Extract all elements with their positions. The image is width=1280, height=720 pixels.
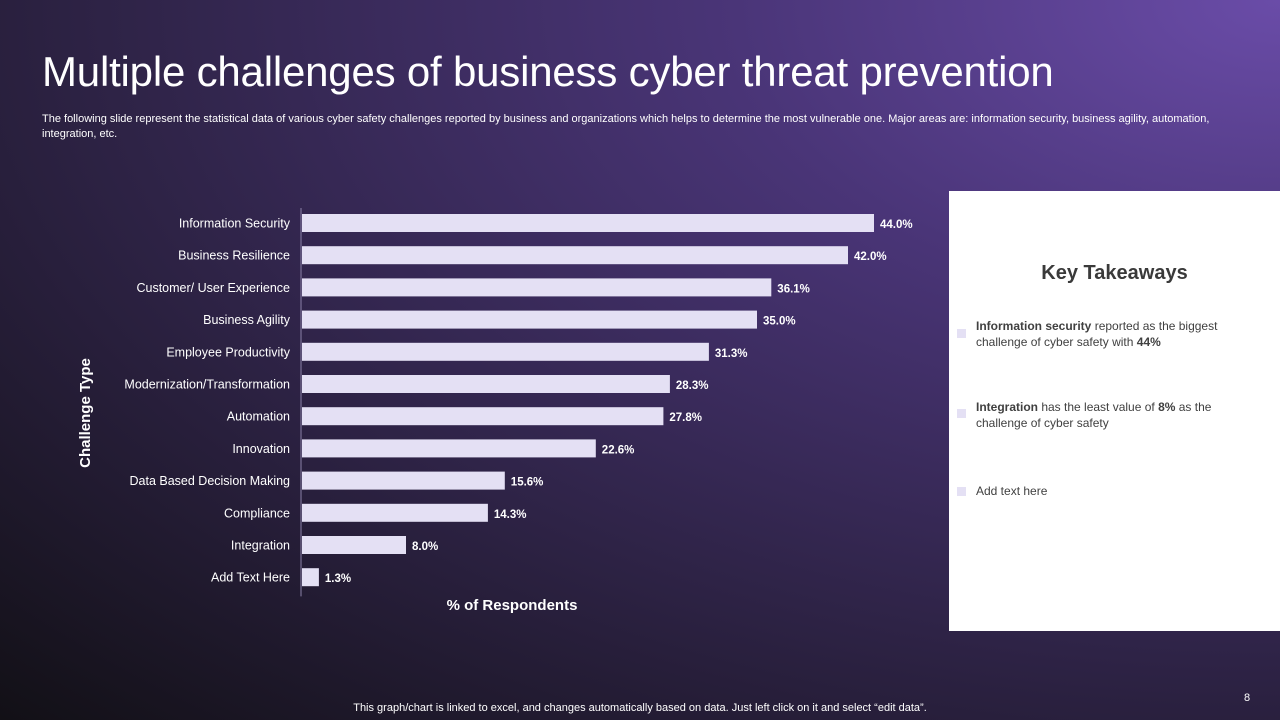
slide-subtitle: The following slide represent the statis… — [42, 113, 1210, 140]
takeaway-bold-text: Integration — [976, 400, 1038, 414]
key-takeaways-card — [949, 191, 1280, 631]
data-label: 27.8% — [669, 412, 702, 424]
bar — [302, 503, 488, 522]
bar — [302, 568, 319, 587]
takeaway-item-3: Add text here — [976, 483, 1256, 499]
bar — [302, 536, 406, 554]
takeaway-text: as the challenge of cyber safety — [976, 400, 1212, 430]
data-label: 44.0% — [880, 219, 913, 231]
bar — [302, 471, 505, 490]
chart-footnote: This graph/chart is linked to excel, and… — [353, 702, 927, 714]
bar — [302, 310, 757, 329]
key-takeaways-title: Key Takeaways — [1041, 262, 1188, 284]
category-label: Automation — [227, 410, 290, 424]
page-number: 8 — [1244, 692, 1251, 704]
x-axis-title: % of Respondents — [447, 597, 578, 614]
takeaway-bold-text: 44% — [1136, 335, 1161, 349]
bar — [302, 342, 709, 361]
data-label: 28.3% — [676, 380, 709, 392]
bar — [302, 278, 772, 297]
takeaway-text: Add text here — [976, 484, 1048, 498]
takeaway-text: has the least value of — [1038, 400, 1159, 414]
data-label: 35.0% — [763, 316, 796, 328]
takeaway-item-2: Integration has the least value of 8% as… — [976, 399, 1256, 431]
category-label: Integration — [231, 539, 290, 553]
data-label: 22.6% — [602, 444, 635, 456]
category-label: Add Text Here — [211, 571, 290, 585]
category-label: Modernization/Transformation — [124, 378, 290, 392]
data-label: 31.3% — [715, 348, 748, 360]
data-label: 14.3% — [494, 509, 527, 521]
data-label: 42.0% — [854, 251, 887, 263]
takeaway-bold-text: 8% — [1158, 400, 1176, 414]
bar — [302, 375, 670, 393]
y-axis-title: Challenge Type — [77, 358, 94, 468]
bar — [302, 214, 874, 232]
category-label: Data Based Decision Making — [130, 474, 291, 488]
category-label: Business Agility — [203, 313, 291, 327]
data-label: 15.6% — [511, 477, 544, 489]
data-label: 36.1% — [777, 283, 810, 295]
category-label: Information Security — [179, 217, 291, 231]
category-label: Employee Productivity — [166, 345, 290, 359]
data-label: 1.3% — [325, 573, 351, 585]
takeaway-bullet-icon — [957, 487, 966, 496]
takeaway-bold-text: Information security — [976, 319, 1092, 333]
bar — [302, 246, 848, 265]
bar — [302, 439, 596, 458]
category-label: Business Resilience — [178, 249, 290, 263]
category-label: Innovation — [232, 442, 290, 456]
takeaway-item-1: Information security reported as the big… — [976, 318, 1256, 350]
category-label: Customer/ User Experience — [136, 281, 290, 295]
bar-chart: Information Security 44.0% Business Resili… — [77, 208, 913, 614]
takeaway-bullet-icon — [957, 409, 966, 418]
bar — [302, 407, 664, 426]
category-label: Compliance — [224, 506, 290, 520]
data-label: 8.0% — [412, 541, 438, 553]
takeaway-bullet-icon — [957, 329, 966, 338]
slide-title: Multiple challenges of business cyber th… — [42, 48, 1054, 95]
takeaway-text: reported as the biggest challenge of cyb… — [976, 319, 1218, 349]
